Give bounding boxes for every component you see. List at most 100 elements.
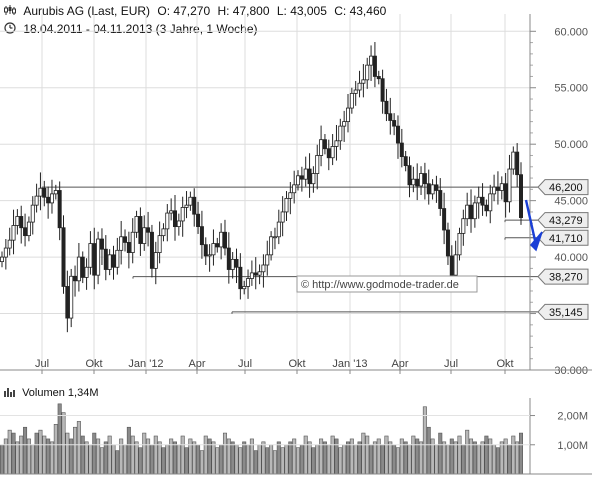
candle-body <box>272 236 277 239</box>
candle-body <box>503 183 508 203</box>
volume-bar <box>357 441 362 475</box>
candle-body <box>69 275 74 319</box>
candle-body <box>469 204 474 220</box>
volume-bar <box>169 438 174 475</box>
x-tick-label: Jan '13 <box>332 358 367 370</box>
volume-bar <box>234 444 239 475</box>
chart-type-icon[interactable] <box>4 5 16 15</box>
candle-body <box>449 255 454 276</box>
candle-body <box>434 184 439 191</box>
candle-body <box>430 184 435 195</box>
volume-bar <box>326 444 331 475</box>
candle-body <box>130 231 135 253</box>
volume-bar <box>176 444 181 475</box>
volume-bar <box>465 429 470 475</box>
volume-bar <box>315 444 320 475</box>
candle-body <box>203 244 208 257</box>
annotations: © http://www.godmode-trader.de <box>296 199 543 293</box>
volume-bar <box>280 447 285 475</box>
candle-body <box>388 113 393 121</box>
x-tick-label: Okt <box>288 358 305 370</box>
candle-body <box>157 235 162 253</box>
candle-body <box>146 227 151 233</box>
volume-bar <box>242 441 247 475</box>
volume-bar <box>157 441 162 475</box>
volume-bar <box>272 450 277 475</box>
candle-body <box>176 220 181 228</box>
volume-bar <box>226 438 231 475</box>
candle-body <box>242 286 247 290</box>
volume-bar <box>345 441 350 475</box>
candle-body <box>222 231 227 249</box>
candle-body <box>372 55 377 77</box>
volume-bar <box>403 441 408 475</box>
candle-body <box>334 140 339 147</box>
candle-body <box>192 196 197 215</box>
candle-body <box>57 190 62 229</box>
candle-body <box>188 196 193 206</box>
volume-bar <box>38 429 43 475</box>
volume-bar <box>422 406 427 475</box>
candle-body <box>99 238 104 250</box>
volume-bar <box>65 432 70 475</box>
volume-bar <box>438 432 443 475</box>
y-tick-label: 45.000 <box>554 196 588 208</box>
volume-bar <box>472 441 477 475</box>
volume-bars <box>0 403 523 475</box>
volume-bar <box>165 444 170 475</box>
volume-bar <box>330 435 335 475</box>
volume-bar <box>303 435 308 475</box>
candle-body <box>172 210 177 228</box>
candle-body <box>238 266 243 290</box>
candle-body <box>511 151 516 170</box>
candle-body <box>7 239 12 249</box>
volume-bar <box>499 441 504 475</box>
volume-bar <box>507 444 512 475</box>
volume-bar <box>311 447 316 475</box>
candle-body <box>126 242 131 253</box>
volume-bar <box>180 435 185 475</box>
low-value: L: 43,005 <box>276 4 327 18</box>
volume-header: Volumen 1,34M <box>4 386 99 399</box>
grid-lines <box>0 14 530 371</box>
candle-body <box>219 231 224 248</box>
volume-bar <box>515 441 520 475</box>
candle-body <box>311 173 316 185</box>
volume-bar <box>492 444 497 475</box>
volume-bar <box>449 438 454 475</box>
candle-body <box>103 248 108 270</box>
volume-bar <box>30 444 35 475</box>
candle-body <box>207 254 212 257</box>
candle-body <box>80 256 85 278</box>
candle-body <box>88 243 93 268</box>
volume-bar <box>111 444 116 475</box>
volume-bar <box>365 435 370 475</box>
candle-body <box>165 212 170 230</box>
level-badge <box>537 268 589 285</box>
candle-body <box>472 202 477 220</box>
candle-body <box>515 151 520 176</box>
candle-body <box>211 243 216 256</box>
volume-bar <box>173 441 178 475</box>
volume-bar <box>269 444 274 475</box>
candle-body <box>495 186 500 191</box>
volume-bar <box>23 426 28 475</box>
volume-bar <box>80 435 85 475</box>
volume-bar <box>0 444 5 475</box>
x-tick-label: Jan '12 <box>128 358 163 370</box>
volume-bar <box>476 444 481 475</box>
period-header: 18.04.2011 - 04.11.2013 (3 Jahre, 1 Woch… <box>4 21 258 36</box>
volume-bar <box>42 435 47 475</box>
candle-body <box>153 252 158 269</box>
volume-bar <box>469 438 474 475</box>
candle-body <box>307 168 312 185</box>
candle-body <box>345 107 350 123</box>
volume-bar <box>230 441 235 475</box>
volume-bar <box>284 444 289 475</box>
volume-bar <box>457 435 462 475</box>
volume-bar <box>215 447 220 475</box>
candle-body <box>488 193 493 212</box>
volume-tick-label: 2,00M <box>557 411 588 423</box>
candle-body <box>330 146 335 159</box>
candle-body <box>338 125 343 142</box>
